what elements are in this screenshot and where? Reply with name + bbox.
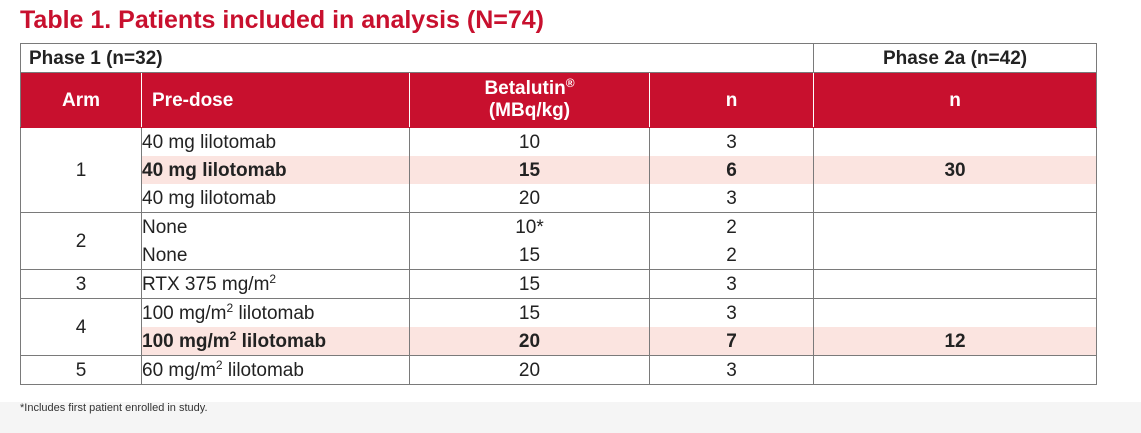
betalutin-dose-cell: 20 <box>409 184 650 213</box>
predose-text: 100 mg/m <box>142 330 230 352</box>
n-phase2a-cell: 30 <box>813 156 1098 184</box>
n-phase1-cell: 3 <box>648 269 815 299</box>
table-row: 4 100 mg/m2 lilotomab 15 3 <box>20 298 1098 356</box>
n-phase2a-cell <box>813 241 1098 270</box>
n-phase1-cell: 3 <box>648 298 815 327</box>
betalutin-dose-cell: 15 <box>409 156 650 184</box>
table-title: Table 1. Patients included in analysis (… <box>20 6 545 34</box>
bottom-band <box>0 402 1141 433</box>
phase1-label: Phase 1 (n=32) <box>19 43 815 73</box>
header-arm: Arm <box>20 72 142 128</box>
predose-cell: None <box>141 212 410 241</box>
predose-cell: 40 mg lilotomab <box>141 156 410 184</box>
table-row: 40 mg lilotomab 15 6 30 <box>21 156 1098 184</box>
footnote: *Includes first patient enrolled in stud… <box>20 402 208 414</box>
header-n-phase1: n <box>648 72 815 128</box>
phase-header-row: Phase 1 (n=32) Phase 2a (n=42) <box>19 43 1098 73</box>
table-row: 3 RTX 375 mg/m2 15 3 <box>20 269 1098 299</box>
predose-text: None <box>142 216 188 238</box>
table-row: 100 mg/m2 lilotomab 20 7 12 <box>21 327 1098 356</box>
n-phase1-cell: 3 <box>648 355 815 385</box>
header-betalutin-line1: Betalutin® <box>410 76 649 100</box>
header-betalutin-name: Betalutin <box>484 78 566 99</box>
arm-number: 4 <box>20 298 142 356</box>
n-phase2a-cell <box>813 127 1098 156</box>
arm-number: 1 <box>20 127 142 213</box>
table-row: None 15 2 <box>21 241 1098 270</box>
n-phase2a-cell <box>813 269 1098 299</box>
predose-cell: 60 mg/m2 lilotomab <box>141 355 410 385</box>
predose-superscript: 2 <box>226 300 234 315</box>
n-phase1-cell: 7 <box>648 327 815 356</box>
arm-number: 5 <box>20 355 142 385</box>
predose-cell: RTX 375 mg/m2 <box>141 269 410 299</box>
predose-text-tail: lilotomab <box>222 359 304 381</box>
predose-cell: 40 mg lilotomab <box>141 184 410 213</box>
predose-cell: 100 mg/m2 lilotomab <box>141 327 410 356</box>
predose-superscript: 2 <box>229 328 237 343</box>
n-phase2a-cell <box>813 212 1098 241</box>
table-row: 5 60 mg/m2 lilotomab 20 3 <box>20 355 1098 385</box>
arm-number: 3 <box>20 269 142 299</box>
patients-table: Phase 1 (n=32) Phase 2a (n=42) Arm Pre-d… <box>19 43 1098 385</box>
n-phase1-cell: 3 <box>648 127 815 156</box>
predose-text: RTX 375 mg/m <box>142 273 270 295</box>
betalutin-dose-cell: 20 <box>409 355 650 385</box>
header-betalutin-unit: (MBq/kg) <box>488 100 571 121</box>
betalutin-dose-cell: 10 <box>409 127 650 156</box>
betalutin-dose-cell: 15 <box>409 241 650 270</box>
predose-text: 40 mg lilotomab <box>142 159 287 181</box>
predose-text: 100 mg/m <box>142 302 227 324</box>
n-phase2a-cell <box>813 298 1098 327</box>
n-phase1-cell: 3 <box>648 184 815 213</box>
table-body: 1 40 mg lilotomab 10 3 40 mg lilotomab 15 6 30 4… <box>20 127 1098 385</box>
predose-text: 40 mg lilotomab <box>142 187 277 209</box>
predose-superscript: 2 <box>269 271 277 286</box>
n-phase1-cell: 2 <box>648 212 815 241</box>
n-phase2a-cell <box>813 355 1098 385</box>
table-row: 40 mg lilotomab 20 3 <box>21 184 1098 213</box>
predose-cell: 100 mg/m2 lilotomab <box>141 298 410 327</box>
header-predose: Pre-dose <box>141 72 410 128</box>
header-betalutin: Betalutin® (MBq/kg) <box>409 72 650 128</box>
predose-cell: 40 mg lilotomab <box>141 127 410 156</box>
predose-text: 60 mg/m <box>142 359 216 381</box>
predose-text-tail: lilotomab <box>236 330 327 352</box>
betalutin-dose-cell: 10* <box>409 212 650 241</box>
n-phase1-cell: 2 <box>648 241 815 270</box>
registered-mark: ® <box>565 76 575 90</box>
column-header-row: Arm Pre-dose Betalutin® (MBq/kg) n n <box>20 72 1098 128</box>
header-n-phase2a: n <box>813 72 1098 128</box>
predose-text: 40 mg lilotomab <box>142 131 277 153</box>
table-row: 2 None 10* 2 <box>20 212 1098 270</box>
betalutin-dose-cell: 20 <box>409 327 650 356</box>
predose-superscript: 2 <box>215 357 223 372</box>
arm-number: 2 <box>20 212 142 270</box>
predose-text: None <box>142 244 188 266</box>
betalutin-dose-cell: 15 <box>409 269 650 299</box>
predose-text-tail: lilotomab <box>233 302 315 324</box>
n-phase2a-cell <box>813 184 1098 213</box>
betalutin-dose-cell: 15 <box>409 298 650 327</box>
phase2a-label: Phase 2a (n=42) <box>813 43 1098 73</box>
table-row: 1 40 mg lilotomab 10 3 <box>20 127 1098 213</box>
n-phase2a-cell: 12 <box>813 327 1098 356</box>
n-phase1-cell: 6 <box>648 156 815 184</box>
predose-cell: None <box>141 241 410 270</box>
